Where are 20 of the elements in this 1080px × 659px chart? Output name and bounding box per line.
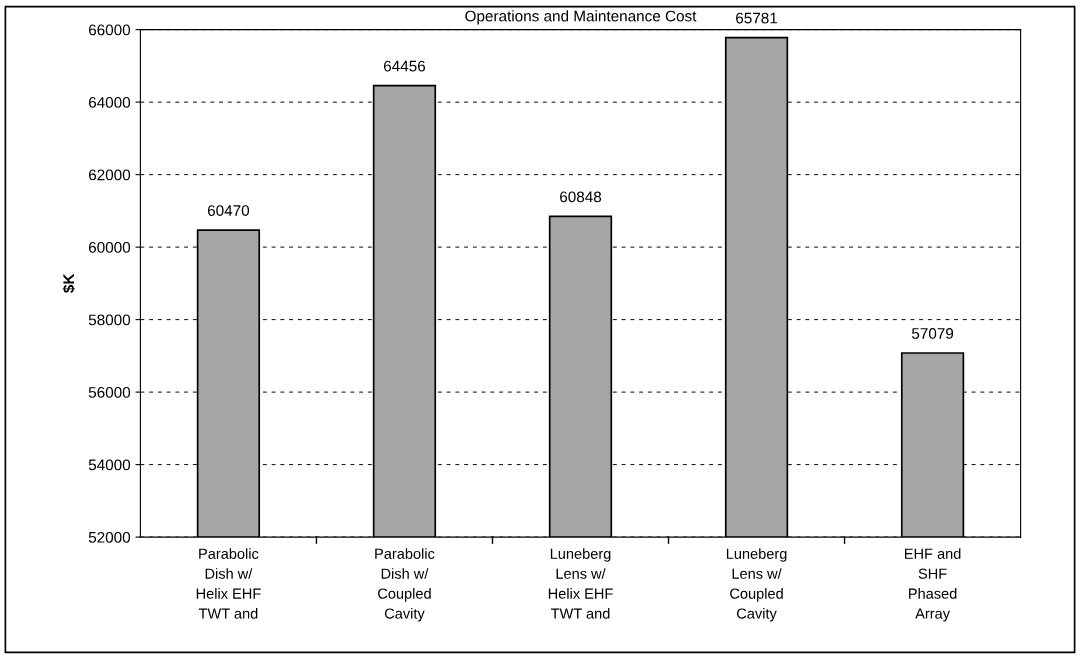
data-label: 65781 — [736, 12, 778, 24]
data-label: 64456 — [384, 60, 426, 72]
data-label: 57079 — [911, 328, 954, 339]
y-tick-label: 52000 — [88, 531, 131, 543]
x-tick-label: Luneberg Lens w/ Coupled Cavity — [726, 548, 787, 622]
y-tick-label: 64000 — [88, 97, 131, 108]
x-tick-label: EHF and SHF Phased Array — [905, 548, 961, 622]
y-tick-label: 62000 — [88, 169, 131, 181]
x-tick-label: Parabolic Dish w/ Helix EHF TWT and — [196, 548, 261, 619]
y-axis-title: $K — [62, 273, 76, 293]
x-tick-label: Parabolic Dish w/ Coupled Cavity — [375, 548, 435, 622]
chart-title: Operations and Maintenance Cost — [465, 10, 697, 25]
data-label: 60848 — [560, 191, 602, 203]
data-label: 60470 — [207, 205, 250, 216]
y-tick-label: 54000 — [88, 459, 131, 471]
y-tick-label: 56000 — [88, 386, 131, 398]
y-tick-label: 58000 — [88, 314, 131, 326]
y-tick-label: 66000 — [88, 24, 131, 36]
y-tick-label: 60000 — [88, 241, 131, 253]
x-tick-label: Luneberg Lens w/ Helix EHF TWT and — [548, 548, 613, 619]
